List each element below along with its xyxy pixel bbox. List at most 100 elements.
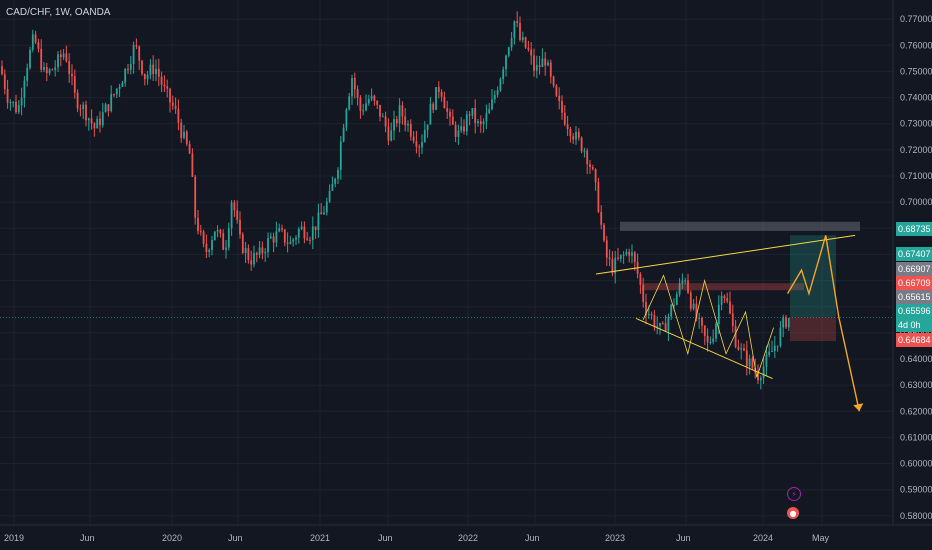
candle-body [334,178,337,184]
x-tick-label: Jun [228,533,243,543]
symbol-title[interactable]: CAD/CHF, 1W, OANDA [6,7,111,18]
flag-icon[interactable]: ● [787,507,799,519]
candle-body [681,280,684,284]
candle-body [169,88,171,103]
candle-body [359,97,362,111]
candle-body [17,105,20,113]
candle-body [524,37,527,48]
candle-body [625,251,628,255]
candle-body [113,94,115,96]
candle-body [678,283,681,295]
candle-body [345,109,348,128]
candle-body [339,141,342,170]
candle-body [177,108,180,123]
candle-body [468,114,471,116]
candle-body [250,260,253,265]
candle-body [1,66,3,75]
candle-body [26,68,29,81]
candle-body [171,102,174,106]
candle-body [541,58,544,68]
candle-body [527,47,530,50]
y-tick-label: 0.74000 [900,93,932,103]
candle-body [516,21,519,24]
candle-body [348,96,351,110]
candle-body [474,107,477,124]
candle-body [57,54,59,68]
candle-body [183,131,185,138]
candle-body [208,249,211,253]
candle-body [197,217,199,232]
candle-body [547,62,549,66]
candle-body [435,87,437,110]
price-label: 0.64684 [896,333,932,347]
candle-body [29,49,31,69]
candle-body [622,254,625,256]
candle-body [619,254,622,259]
candle-body [104,104,107,113]
y-tick-label: 0.60000 [900,459,932,469]
triangle-upper-line [595,234,856,275]
candle-body [261,247,264,254]
candle-body [572,136,575,140]
candle-body [673,304,675,306]
candle-body [43,67,45,70]
candle-body [558,95,561,101]
x-tick-label: 2024 [753,533,773,543]
candle-body [583,150,586,152]
candle-body [317,212,320,230]
candle-body [611,258,614,274]
candle-body [379,104,381,117]
candle-body [373,95,376,101]
candle-body [695,303,698,319]
candle-body [295,237,297,240]
candle-body [199,231,202,233]
y-tick-label: 0.75000 [900,66,932,76]
candle-body [600,211,603,225]
candle-body [608,257,611,259]
candle-body [533,55,535,71]
y-tick-label: 0.61000 [900,432,932,442]
lightning-icon[interactable]: ⚡ [787,487,801,501]
candle-body [748,358,751,367]
candle-body [12,101,15,103]
candle-body [426,124,429,130]
candle-body [650,314,653,316]
candle-body [614,257,617,274]
candle-body [157,68,160,77]
candle-body [320,212,323,215]
candle-body [191,153,194,177]
target-box [790,235,836,318]
candle-body [502,69,505,80]
candle-body [82,104,85,110]
candle-body [121,82,124,87]
candle-body [729,301,731,314]
candle-body [409,123,412,137]
y-tick-label: 0.62000 [900,406,932,416]
candle-body [737,346,740,350]
candle-body [437,87,440,92]
candle-body [521,37,524,41]
candle-body [325,201,328,213]
candle-body [297,229,300,238]
candle-body [706,335,709,343]
candle-body [3,74,6,90]
candle-body [653,315,656,327]
candle-body [575,131,577,140]
candle-body [513,21,516,39]
candle-body [73,76,76,93]
price-label: 0.65596 [896,304,932,318]
candle-body [449,111,451,117]
candle-body [633,252,636,262]
candle-body [71,73,73,77]
candle-body [454,124,457,137]
candle-body [283,229,286,243]
candle-body [267,238,269,253]
candle-body [51,69,54,71]
x-tick-label: May [812,533,830,543]
candle-body [180,122,183,138]
x-tick-label: Jun [378,533,393,543]
y-tick-label: 0.70000 [900,197,932,207]
